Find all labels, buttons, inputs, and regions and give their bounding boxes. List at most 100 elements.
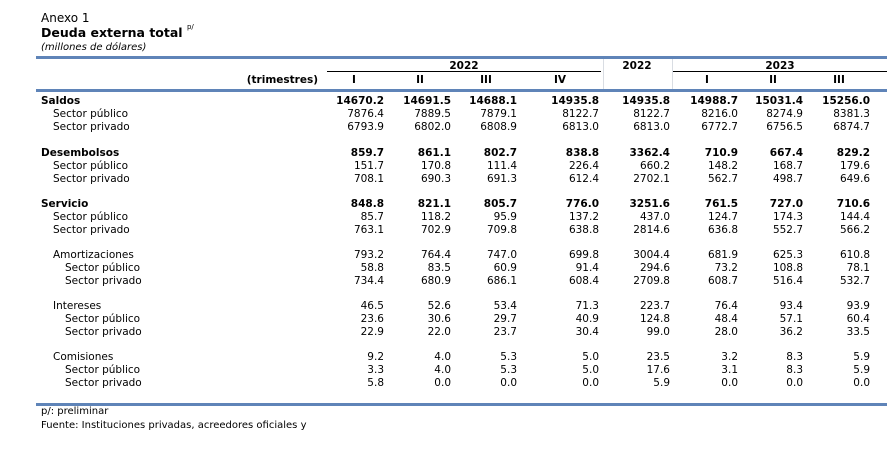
table-cell: 727.0 — [769, 198, 803, 210]
table-cell: 691.3 — [486, 173, 517, 185]
row-label: Sector privado — [65, 377, 142, 389]
table-cell: 562.7 — [707, 173, 738, 185]
preliminary-mark: p/ — [186, 22, 194, 31]
table-cell: 3251.6 — [629, 198, 670, 210]
row-label: Sector público — [65, 313, 141, 325]
table-cell: 764.4 — [420, 249, 451, 261]
table-cell: 3.2 — [721, 351, 738, 363]
table-cell: 14691.5 — [403, 95, 451, 107]
table-cell: 699.8 — [568, 249, 599, 261]
table-cell: 8274.9 — [766, 108, 803, 120]
table-cell: 9.2 — [367, 351, 384, 363]
quarter-header: II — [769, 74, 777, 86]
table-cell: 8.3 — [786, 351, 803, 363]
year-underline-2022 — [327, 71, 601, 72]
table-cell: 6793.9 — [347, 121, 384, 133]
annex-label: Anexo 1 — [41, 11, 90, 25]
quarter-header: I — [705, 74, 709, 86]
table-cell: 144.4 — [839, 211, 870, 223]
table-cell: 8216.0 — [701, 108, 738, 120]
table-cell: 78.1 — [846, 262, 870, 274]
table-cell: 2814.6 — [633, 224, 670, 236]
table-cell: 4.0 — [434, 364, 451, 376]
table-cell: 566.2 — [839, 224, 870, 236]
table-cell: 6772.7 — [701, 121, 738, 133]
table-cell: 226.4 — [568, 160, 599, 172]
table-cell: 8.3 — [786, 364, 803, 376]
table-cell: 7879.1 — [480, 108, 517, 120]
table-cell: 861.1 — [417, 147, 451, 159]
table-cell: 838.8 — [565, 147, 599, 159]
table-cell: 0.0 — [434, 377, 451, 389]
table-cell: 23.5 — [646, 351, 670, 363]
source-note: Fuente: Instituciones privadas, acreedor… — [41, 420, 307, 431]
row-label: Sector privado — [53, 224, 130, 236]
year-underline-2023 — [673, 71, 887, 72]
table-cell: 33.5 — [846, 326, 870, 338]
table-cell: 60.9 — [493, 262, 517, 274]
column-separator — [603, 59, 604, 89]
table-cell: 23.7 — [493, 326, 517, 338]
table-cell: 829.2 — [836, 147, 870, 159]
table-cell: 710.6 — [836, 198, 870, 210]
row-label: Amortizaciones — [53, 249, 134, 261]
table-cell: 15031.4 — [755, 95, 803, 107]
row-label: Sector público — [65, 262, 141, 274]
table-cell: 137.2 — [568, 211, 599, 223]
table-cell: 660.2 — [639, 160, 670, 172]
header-rule — [36, 89, 887, 92]
table-cell: 4.0 — [434, 351, 451, 363]
table-cell: 294.6 — [639, 262, 670, 274]
table-cell: 710.9 — [704, 147, 738, 159]
table-cell: 608.4 — [568, 275, 599, 287]
table-cell: 179.6 — [839, 160, 870, 172]
table-cell: 7889.5 — [414, 108, 451, 120]
table-cell: 702.9 — [420, 224, 451, 236]
bottom-rule — [36, 403, 887, 406]
table-cell: 28.0 — [714, 326, 738, 338]
table-cell: 170.8 — [420, 160, 451, 172]
table-subtitle: (millones de dólares) — [41, 42, 147, 53]
row-label: Sector público — [53, 108, 129, 120]
table-cell: 6813.0 — [562, 121, 599, 133]
table-cell: 5.3 — [500, 351, 517, 363]
table-cell: 174.3 — [772, 211, 803, 223]
table-cell: 124.7 — [707, 211, 738, 223]
row-label: Servicio — [41, 198, 89, 210]
row-label: Intereses — [53, 300, 102, 312]
table-cell: 859.7 — [350, 147, 384, 159]
table-cell: 8122.7 — [562, 108, 599, 120]
table-cell: 151.7 — [353, 160, 384, 172]
row-label: Sector privado — [53, 173, 130, 185]
table-cell: 17.6 — [646, 364, 670, 376]
table-cell: 22.0 — [427, 326, 451, 338]
top-rule — [36, 56, 887, 59]
table-cell: 709.8 — [486, 224, 517, 236]
row-label: Sector privado — [53, 121, 130, 133]
table-cell: 60.4 — [846, 313, 870, 325]
table-cell: 802.7 — [483, 147, 517, 159]
row-label: Sector privado — [65, 275, 142, 287]
table-cell: 747.0 — [486, 249, 517, 261]
row-label: Comisiones — [53, 351, 114, 363]
table-cell: 6813.0 — [633, 121, 670, 133]
quarter-header: III — [480, 74, 492, 86]
table-cell: 14670.2 — [336, 95, 384, 107]
table-cell: 95.9 — [493, 211, 517, 223]
table-cell: 0.0 — [786, 377, 803, 389]
row-label: Sector público — [53, 160, 129, 172]
table-cell: 124.8 — [639, 313, 670, 325]
row-label: Sector público — [53, 211, 129, 223]
table-cell: 821.1 — [417, 198, 451, 210]
row-label: Sector privado — [65, 326, 142, 338]
year-header: 2022 — [622, 60, 652, 72]
table-cell: 2702.1 — [633, 173, 670, 185]
table-cell: 6874.7 — [833, 121, 870, 133]
row-label: Desembolsos — [41, 147, 120, 159]
table-cell: 5.9 — [853, 351, 870, 363]
quarter-header: II — [416, 74, 424, 86]
table-cell: 46.5 — [360, 300, 384, 312]
table-cell: 0.0 — [500, 377, 517, 389]
row-header-label: (trimestres) — [246, 74, 318, 86]
quarter-header: I — [352, 74, 356, 86]
